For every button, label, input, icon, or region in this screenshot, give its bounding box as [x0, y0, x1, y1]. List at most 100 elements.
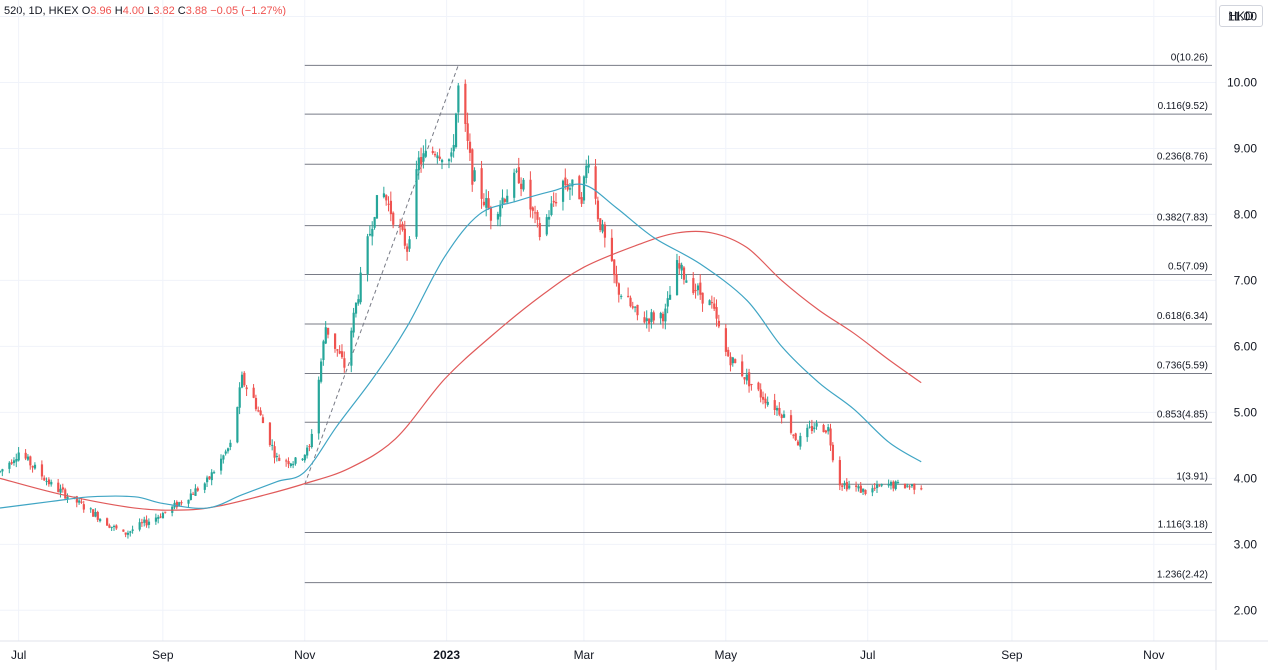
candle [531, 206, 534, 219]
candle-body [759, 389, 762, 398]
candle-body [138, 522, 141, 530]
candle-body [408, 239, 411, 249]
candle [454, 112, 458, 149]
candle-body [64, 489, 67, 499]
candle [536, 210, 539, 228]
candle-body [61, 487, 65, 490]
candle [1, 468, 4, 477]
candle [252, 384, 255, 399]
candle [717, 314, 721, 329]
candle-body [236, 407, 239, 443]
candle-body [340, 351, 344, 358]
candle [50, 479, 53, 487]
candle [794, 432, 797, 442]
x-tick-label: Jul [11, 648, 26, 662]
candle [61, 483, 65, 493]
candle-body [268, 422, 272, 445]
candle [145, 515, 148, 528]
candle-body [582, 176, 586, 201]
candle [759, 383, 762, 403]
candle [522, 177, 525, 192]
candle [848, 480, 851, 490]
candle [171, 505, 174, 517]
candle-body [359, 272, 362, 303]
candle-body [715, 307, 718, 319]
candle [324, 321, 327, 345]
candle-body [766, 401, 769, 405]
candle-body [12, 460, 16, 463]
candle-body [210, 472, 213, 481]
fib-level-label: 1.236(2.42) [1157, 570, 1208, 581]
candle [452, 134, 455, 158]
fib-level-label: 0.116(9.52) [1158, 101, 1208, 112]
moving-average-fast-line [0, 183, 922, 509]
candle-body [354, 302, 358, 314]
candle [503, 197, 507, 204]
candle [12, 457, 16, 466]
candle [601, 219, 604, 234]
candle [487, 191, 490, 210]
candle [245, 384, 248, 397]
candle-body [403, 228, 406, 246]
candle [908, 484, 911, 490]
candle-body [43, 477, 46, 481]
candle-body [115, 525, 118, 529]
fib-level-label: 1(3.91) [1176, 471, 1208, 482]
candle-body [522, 179, 525, 190]
candle [643, 311, 646, 324]
candle-body [587, 164, 590, 168]
candle [126, 530, 130, 539]
candle-body [140, 522, 144, 524]
candle [24, 449, 27, 461]
candle [471, 148, 474, 192]
candle-body [741, 361, 744, 377]
candle [226, 447, 230, 454]
candle-body [180, 502, 183, 504]
candle [775, 405, 779, 416]
candle-body [906, 485, 909, 487]
candle [257, 406, 260, 413]
candle-body [145, 519, 148, 526]
candle-body [275, 456, 279, 458]
candle [473, 167, 476, 182]
price-axis[interactable]: 2.00 3.00 4.00 5.00 6.00 7.00 8.00 9.00 10.00 11.… [1215, 0, 1257, 670]
candle-body [389, 200, 393, 215]
candle-body [675, 260, 679, 296]
candle-body [159, 516, 162, 518]
candle [762, 391, 765, 405]
candle [715, 299, 718, 327]
candle-body [603, 224, 607, 238]
candle-body [727, 349, 730, 357]
candle-body [762, 396, 765, 400]
candle [843, 480, 846, 489]
candle [496, 211, 500, 227]
currency-button[interactable]: HKD [1219, 5, 1263, 27]
candle-body [629, 297, 632, 307]
candle [322, 339, 325, 366]
candle [138, 518, 141, 532]
candle [45, 477, 48, 486]
candle [343, 351, 346, 373]
candle-body [499, 204, 502, 217]
candle-body [482, 201, 486, 206]
candle-body [352, 312, 355, 333]
candle [196, 486, 199, 492]
candle [615, 265, 618, 287]
candle [206, 475, 209, 488]
candle [710, 295, 714, 309]
candle-body [680, 264, 683, 271]
x-tick-label: Nov [1143, 648, 1164, 662]
candle [566, 179, 569, 192]
candle [822, 423, 825, 433]
candle [713, 297, 716, 311]
candle [796, 439, 800, 446]
candle-body [743, 377, 746, 380]
candle [873, 483, 876, 491]
candle-body [701, 292, 704, 304]
candle-body [841, 485, 844, 487]
candle [482, 193, 486, 207]
candle-body [724, 328, 728, 352]
time-axis[interactable]: Jul Sep Nov 2023 Mar May Jul Sep Nov [0, 640, 1268, 662]
candle-body [0, 471, 2, 473]
